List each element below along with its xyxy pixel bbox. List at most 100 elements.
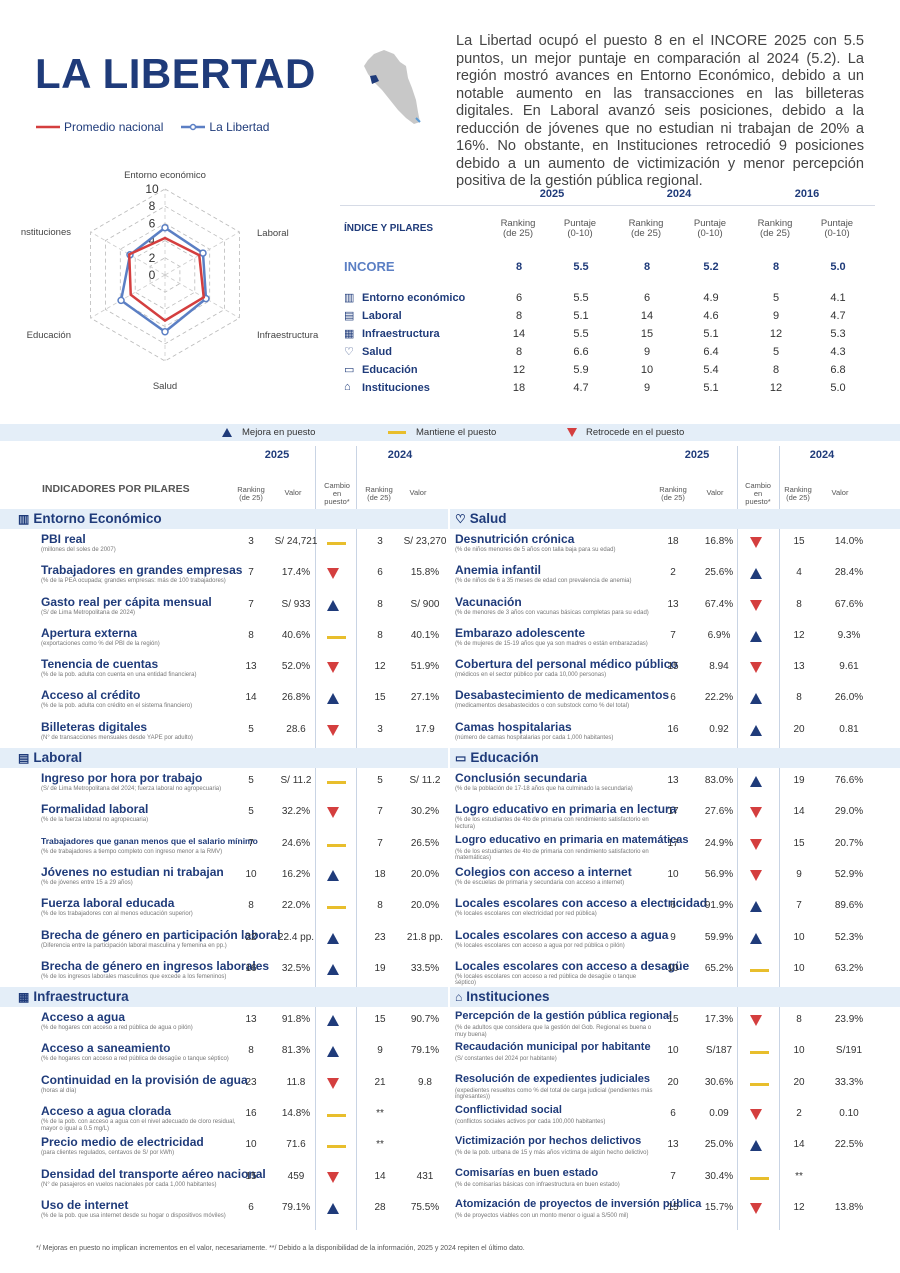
indicator-source: (% de los estudiantes de 4to de primaria… [455,848,649,862]
indicator-source: (S/ de Lima Metropolitana de 2024) [41,609,136,616]
value-2024: 26.5% [410,837,440,849]
indicator-name: Acceso al crédito [41,688,141,703]
change-indicator [750,1140,762,1152]
change-indicator [750,965,769,972]
rank-2025: 5 [248,723,254,735]
indicator-name: Camas hospitalarias [455,719,572,734]
value-2024: 51.9% [410,661,440,673]
up-triangle-icon [750,724,762,736]
rank-2025: 15 [667,1014,679,1026]
indicator-name: Percepción de la gestión pública regiona… [455,1010,672,1023]
up-triangle-icon [327,963,339,975]
rank-2025: 16 [667,723,679,735]
up-triangle-icon [327,599,339,611]
rank-2024: 9 [796,868,802,880]
rank-2024: 15 [793,837,805,849]
value-2024: 63.2% [834,962,864,974]
pillar-value: 15 [640,328,654,340]
value-2024: S/ 11.2 [409,775,441,787]
value-2024: 30.2% [410,806,440,818]
rank-2024: 6 [377,567,383,579]
rank-2024: 19 [793,775,805,787]
radar-axis-label: Salud [153,381,177,390]
up-triangle-icon [750,901,762,913]
value-2024: 33.3% [834,1076,864,1088]
value-2025: 0.09 [709,1108,729,1120]
indicator-row: Anemia infantil (% de niños de 6 a 35 mes… [450,560,900,591]
rank-2024: 20 [793,1076,805,1088]
rank-2025: 3 [248,536,254,547]
rank-2025: 16 [245,1108,257,1120]
indicator-source: (% de jóvenes entre 15 a 29 años) [41,879,133,886]
value-2024: 21.8 pp. [406,931,444,943]
col-rank: Ranking (de 25) [365,485,393,502]
value-2025: 83.0% [704,775,734,787]
value-2024: 9.8 [418,1076,432,1088]
indicator-name: Tenencia de cuentas [41,657,159,672]
value-2024: 23.9% [834,1014,864,1026]
rank-2025: 10 [667,962,679,974]
value-2024: 20.0% [410,868,440,880]
indicator-source: (% de adultos que considera que la gesti… [455,1025,652,1038]
indicator-row: Fuerza laboral educada (% de los trabajad… [0,893,448,924]
change-indicator [327,777,346,785]
value-2025: 22.4 pp. [277,931,315,943]
up-triangle-icon [327,1046,339,1058]
section-header: ▤ Laboral [0,748,448,769]
indicator-name: Conflictividad social [455,1104,562,1117]
value-2024: 20.0% [410,900,440,912]
indicator-name: Continuidad en la provisión de agua [41,1072,248,1087]
right-indicators: ♡ Salud Desnutrición crónica (% de niños me… [450,509,900,1226]
pillar-value: 4.7 [573,382,589,394]
change-indicator [327,662,339,674]
indicator-name: Desabastecimiento de medicamentos [455,688,670,703]
rank-2025: 7 [248,598,254,610]
rank-2024: 10 [793,962,805,974]
change-indicator [750,838,762,850]
indicator-name: Locales escolares con acceso a desagüe [455,958,690,973]
value-2024: 52.9% [834,868,864,880]
building-icon: ▦ [344,328,355,340]
pillar-value: 6 [643,292,651,304]
rank-2024: 12 [374,661,386,673]
footnote: */ Mejoras en puesto no implican increme… [36,1245,525,1252]
value-2025: 28.6 [286,723,306,735]
radar-tick-label: 4 [149,234,156,248]
indicator-source: (% de proyectos viables con un monto men… [455,1212,629,1219]
section-header: ▦ Infraestructura [0,987,448,1008]
value-2024: 13.8% [834,1201,864,1213]
rank-2025: 8 [248,629,254,641]
pillar-value: 12 [769,328,783,340]
value-2025: 15.7% [704,1201,734,1213]
score-label: Puntaje (0-10) [693,218,727,239]
change-indicator [750,807,762,819]
pillar-row: ▭ Educación 12 5.9 10 5.4 8 6.8 [340,361,875,379]
change-indicator [327,1110,346,1118]
section-header: ▭ Educación [450,748,900,769]
divider [779,446,780,1230]
indicator-row: Ingreso por hora por trabajo (S/ de Lima … [0,768,448,799]
radar-point [161,328,169,336]
pillar-value: 4.9 [703,292,719,304]
value-2024: S/191 [835,1045,863,1057]
indicator-name: Locales escolares con acceso a agua [455,927,669,942]
radar-point [199,249,207,257]
pillar-value: 6.4 [703,346,719,358]
incore-row: INCORE 8 5.5 8 5.2 8 5.0 [340,253,875,289]
pillar-value: 9 [643,346,651,358]
value-2025: 11.8 [286,1076,306,1088]
col-value: Valor [831,488,849,497]
rank-2024: 5 [377,775,383,787]
indicator-row: Victimización por hechos delictivos (% de… [450,1132,900,1163]
indicator-row: Locales escolares con acceso a agua (% lo… [450,925,900,956]
radar-point [117,296,125,305]
incore-val: 5.5 [573,261,589,273]
value-2024: 14.0% [834,536,864,547]
indicator-row: Embarazo adolescente (% de mujeres de 15-… [450,623,900,654]
value-2025: 91.8% [281,1014,311,1026]
value-2025: 26.8% [281,692,311,704]
change-indicator [750,662,762,674]
pillar-value: 4.3 [830,346,846,358]
year-2025-right: 2025 [684,449,710,461]
change-indicator [327,840,346,847]
